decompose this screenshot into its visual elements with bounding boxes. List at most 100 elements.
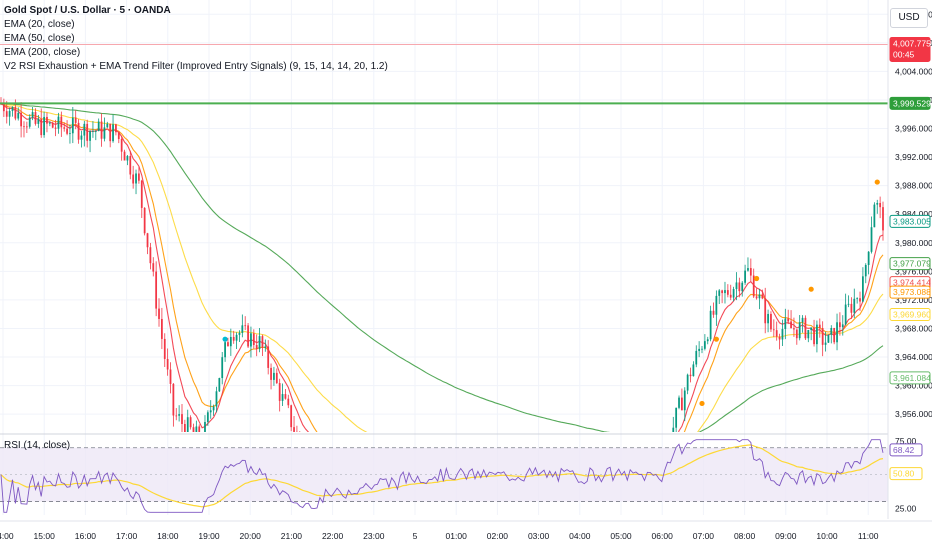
candle-body bbox=[726, 290, 729, 295]
candle-body bbox=[206, 412, 209, 422]
candle-body bbox=[833, 328, 836, 343]
candle-body bbox=[227, 342, 229, 347]
candle-body bbox=[264, 346, 267, 348]
candle-body bbox=[163, 338, 166, 359]
candle-body bbox=[158, 308, 160, 319]
candle-body bbox=[94, 131, 97, 132]
price-tick-label: 3,960.000 bbox=[895, 381, 932, 391]
candle-body bbox=[83, 123, 86, 136]
candle-body bbox=[129, 156, 132, 175]
time-tick-label: 16:00 bbox=[75, 531, 97, 541]
candle-body bbox=[698, 348, 701, 351]
price-marker-box bbox=[889, 214, 931, 228]
candle-body bbox=[103, 127, 106, 139]
price-marker-label: 3,999.529 bbox=[893, 98, 931, 108]
candle-body bbox=[853, 298, 856, 313]
candle-body bbox=[790, 321, 792, 329]
candle-body bbox=[5, 111, 8, 117]
candle-body bbox=[186, 417, 189, 432]
price-marker-label: 3,969.960 bbox=[893, 309, 931, 319]
legend-ema-50[interactable]: EMA (50, close) bbox=[4, 33, 75, 44]
price-tick-label: 3,972.000 bbox=[895, 295, 932, 305]
candle-body bbox=[772, 329, 775, 331]
candle-body bbox=[255, 345, 258, 350]
rsi-tick-label: 75.00 bbox=[895, 436, 917, 446]
candle-body bbox=[758, 294, 761, 299]
candle-body bbox=[140, 180, 143, 208]
legend-ema-200[interactable]: EMA (200, close) bbox=[4, 47, 81, 58]
candle-body bbox=[123, 151, 126, 161]
rsi-marker-label: 50.80 bbox=[893, 469, 915, 479]
candle-body bbox=[63, 127, 66, 129]
candle-body bbox=[793, 328, 795, 330]
candle-body bbox=[126, 156, 129, 161]
price-marker-box bbox=[889, 307, 931, 321]
candle-body bbox=[308, 443, 310, 444]
candle-body bbox=[807, 330, 810, 339]
currency-button[interactable]: USD bbox=[890, 8, 928, 28]
time-tick-label: 10:00 bbox=[816, 531, 838, 541]
time-tick-label: 07:00 bbox=[693, 531, 715, 541]
price-marker-label: 3,974.414 bbox=[893, 278, 931, 288]
candle-body bbox=[143, 207, 146, 234]
price-marker-label: 3,977.079 bbox=[893, 259, 931, 269]
candle-body bbox=[672, 427, 675, 432]
symbol-title: Gold Spot / U.S. Dollar · 5 · OANDA bbox=[4, 5, 171, 16]
candle-body bbox=[181, 414, 183, 424]
ema-20-line bbox=[0, 103, 884, 432]
candle-body bbox=[879, 202, 882, 208]
time-tick-label: 08:00 bbox=[734, 531, 756, 541]
candle-body bbox=[818, 324, 821, 329]
candle-body bbox=[112, 124, 114, 142]
candle-body bbox=[20, 112, 22, 127]
candle-body bbox=[2, 103, 5, 112]
time-tick-label: 03:00 bbox=[528, 531, 550, 541]
candle-body bbox=[841, 324, 844, 328]
candle-body bbox=[175, 415, 178, 417]
candle-body bbox=[54, 127, 57, 129]
candle-body bbox=[856, 298, 859, 300]
candle-body bbox=[37, 118, 40, 124]
rsi-marker-box bbox=[889, 443, 923, 457]
candle-body bbox=[77, 122, 80, 140]
legend-rsi-exhaustion-indicator[interactable]: V2 RSI Exhaustion + EMA Trend Filter (Im… bbox=[4, 61, 388, 72]
time-tick-label: 5 bbox=[413, 531, 418, 541]
rsi-pane-title[interactable]: RSI (14, close) bbox=[4, 440, 71, 451]
time-tick-label: 15:00 bbox=[34, 531, 56, 541]
candle-body bbox=[847, 303, 850, 305]
candle-body bbox=[781, 328, 784, 340]
candle-body bbox=[775, 330, 778, 337]
candle-body bbox=[675, 407, 678, 428]
candle-body bbox=[221, 357, 224, 379]
ema-200-line bbox=[0, 103, 884, 432]
candle-body bbox=[876, 202, 879, 205]
time-tick-label: 02:00 bbox=[487, 531, 509, 541]
candle-body bbox=[864, 264, 867, 277]
candle-body bbox=[678, 397, 680, 408]
candle-body bbox=[859, 298, 861, 302]
candle-body bbox=[28, 117, 31, 127]
candle-body bbox=[741, 282, 744, 292]
rsi-marker-label: 68.42 bbox=[893, 445, 915, 455]
legend-ema-20[interactable]: EMA (20, close) bbox=[4, 19, 75, 30]
candle-body bbox=[689, 374, 692, 377]
candle-body bbox=[767, 313, 769, 324]
candle-body bbox=[120, 139, 123, 152]
candle-body bbox=[183, 423, 186, 432]
ema-50-line bbox=[0, 103, 884, 432]
candle-body bbox=[204, 421, 206, 432]
candle-body bbox=[752, 275, 755, 297]
candle-body bbox=[146, 233, 149, 248]
candle-body bbox=[235, 334, 238, 341]
time-tick-label: 14:00 bbox=[0, 531, 14, 541]
price-marker-box bbox=[889, 371, 931, 385]
candle-body bbox=[23, 126, 25, 128]
candle-body bbox=[273, 372, 275, 380]
price-axis-panel bbox=[888, 0, 932, 550]
price-marker-label: 3,983.005 bbox=[893, 216, 931, 226]
candle-body bbox=[770, 313, 772, 330]
candle-body bbox=[824, 342, 827, 345]
rsi-marker-box bbox=[889, 467, 923, 481]
price-tick-label: 3,976.000 bbox=[895, 266, 932, 276]
